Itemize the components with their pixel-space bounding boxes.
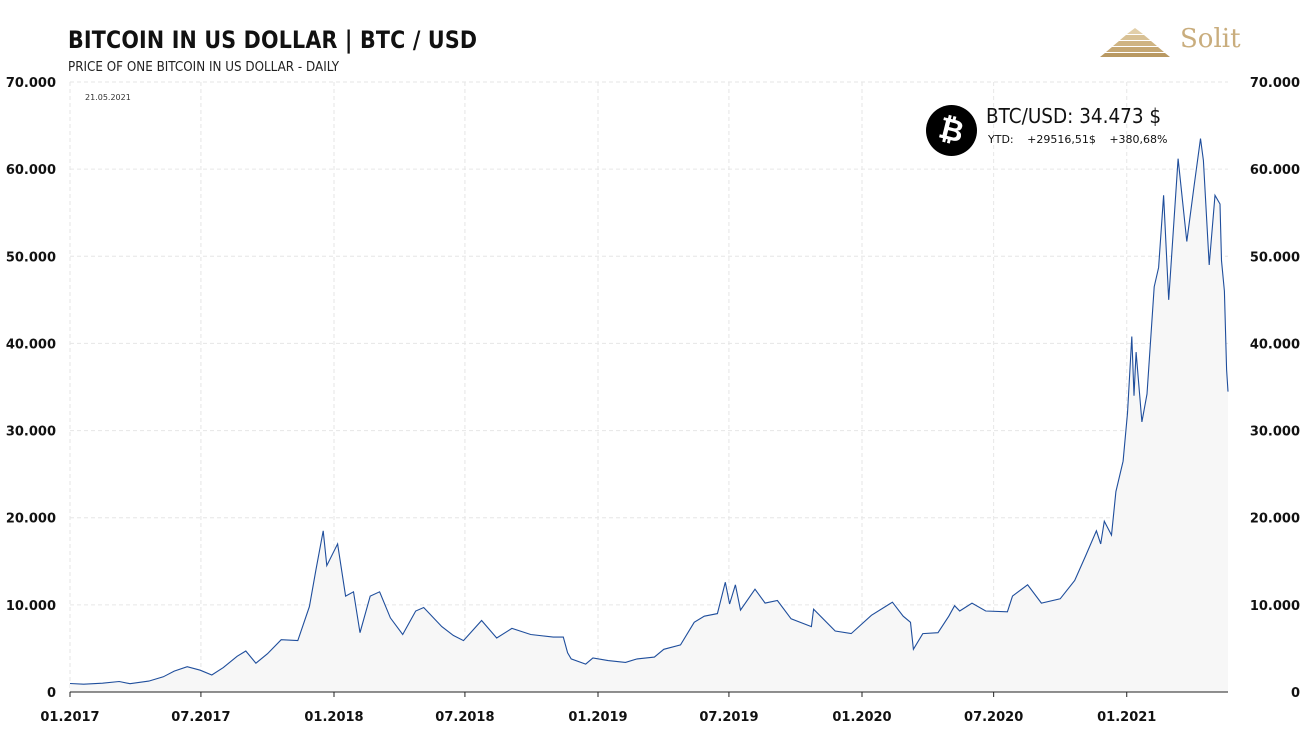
y-tick-label: 60.000: [6, 163, 56, 178]
x-tick-label: 01.2021: [1097, 710, 1156, 725]
x-tick-label: 01.2017: [40, 710, 99, 725]
x-tick-label: 07.2019: [699, 710, 758, 725]
y-tick-label: 50.000: [1250, 250, 1300, 265]
price-line: [69, 138, 1229, 685]
x-tick-label: 01.2020: [832, 710, 891, 725]
x-tick-label: 01.2019: [568, 710, 627, 725]
x-axis: 01.2017 07.2017 01.2018 07.2018 01.2019 07.20…: [40, 692, 1156, 725]
price-area: [70, 138, 1228, 693]
y-tick-label: 0: [47, 686, 56, 701]
x-tick-label: 07.2020: [964, 710, 1023, 725]
y-tick-label: 30.000: [6, 425, 56, 440]
y-tick-label: 40.000: [6, 337, 56, 352]
x-tick-label: 07.2018: [435, 710, 494, 725]
y-tick-label: 0: [1291, 686, 1300, 701]
y-tick-label: 20.000: [1250, 512, 1300, 527]
ytd-performance: YTD: +29516,51$ +380,68%: [988, 133, 1178, 146]
y-tick-label: 40.000: [1250, 337, 1300, 352]
y-tick-label: 70.000: [1250, 76, 1300, 91]
x-tick-label: 01.2018: [304, 710, 363, 725]
y-tick-label: 20.000: [6, 512, 56, 527]
chart-subtitle: PRICE OF ONE BITCOIN IN US DOLLAR - DAIL…: [68, 60, 340, 75]
y-tick-label: 10.000: [6, 599, 56, 614]
brand-logo: Solit: [1100, 24, 1250, 60]
brand-name: Solit: [1180, 24, 1241, 54]
date-stamp: 21.05.2021: [85, 93, 131, 102]
y-axis-left: 0 10.000 20.000 30.000 40.000 50.000 60.000 70.…: [6, 76, 56, 701]
y-tick-label: 10.000: [1250, 599, 1300, 614]
y-tick-label: 50.000: [6, 250, 56, 265]
current-price: BTC/USD: 34.473 $: [986, 104, 1162, 128]
ytd-percent: +380,68%: [1109, 133, 1168, 146]
y-tick-label: 70.000: [6, 76, 56, 91]
bitcoin-icon: ₿: [926, 105, 977, 156]
y-tick-label: 30.000: [1250, 425, 1300, 440]
grid: [69, 81, 1228, 692]
ytd-label: YTD:: [988, 133, 1014, 146]
y-tick-label: 60.000: [1250, 163, 1300, 178]
ytd-absolute: +29516,51$: [1027, 133, 1096, 146]
page-title: BITCOIN IN US DOLLAR | BTC / USD: [68, 26, 478, 54]
pyramid-icon: [1100, 28, 1170, 57]
y-axis-right: 0 10.000 20.000 30.000 40.000 50.000 60.000 70.…: [1250, 76, 1300, 701]
x-tick-label: 07.2017: [171, 710, 230, 725]
price-badge: ₿ BTC/USD: 34.473 $ YTD: +29516,51$ +380…: [926, 104, 1186, 164]
